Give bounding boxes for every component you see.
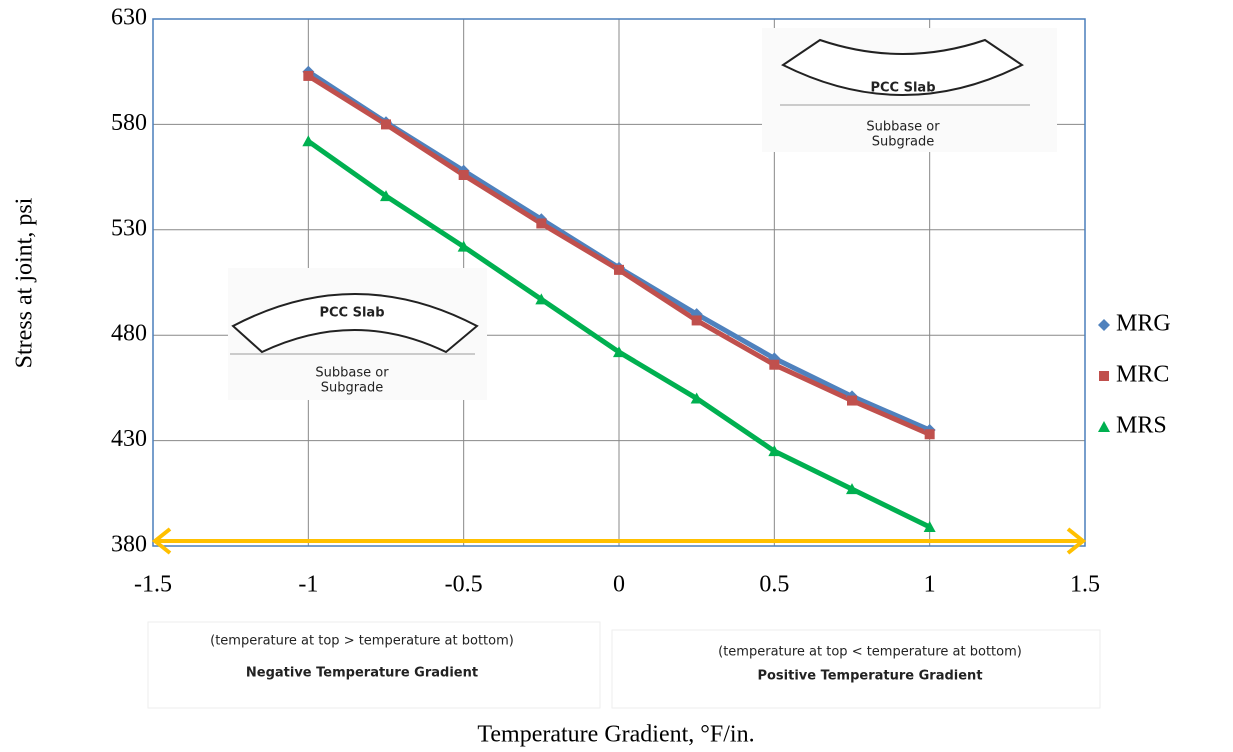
x-tick-label: 0.5 — [759, 572, 789, 598]
point — [769, 359, 780, 370]
point — [847, 395, 857, 406]
note-condition: (temperature at top < temperature at bot… — [718, 645, 1022, 660]
y-tick-label: 530 — [111, 215, 147, 241]
legend-label: MRS — [1116, 413, 1167, 439]
point — [923, 521, 936, 533]
point — [1099, 371, 1109, 381]
point — [614, 264, 624, 275]
note-box — [147, 621, 601, 709]
marks — [302, 65, 1110, 533]
point — [381, 119, 391, 130]
slab-shape — [231, 293, 479, 354]
y-axis-label: Stress at joint, psi — [12, 197, 38, 368]
legend-label: MRG — [1116, 311, 1171, 337]
point — [1098, 421, 1110, 432]
legend-label: MRC — [1116, 362, 1169, 388]
x-tick-label: -0.5 — [445, 572, 483, 598]
note-condition: (temperature at top > temperature at bot… — [210, 634, 514, 649]
x-tick-label: 1 — [924, 572, 936, 598]
axis-arrow — [151, 527, 1087, 555]
x-axis-label: Temperature Gradient, °F/in. — [477, 722, 754, 748]
x-tick-label: 1.5 — [1070, 572, 1100, 598]
point — [302, 135, 315, 147]
y-tick-label: 480 — [111, 321, 147, 347]
plot-frame — [152, 18, 1086, 547]
x-tick-label: -1.5 — [134, 572, 172, 598]
inset-base: Subgrade — [872, 135, 935, 150]
point — [457, 240, 470, 252]
y-tick-label: 630 — [111, 5, 147, 31]
note-label: Negative Temperature Gradient — [246, 666, 478, 681]
point — [458, 169, 469, 180]
inset-base: Subbase or — [866, 120, 940, 135]
x-tick-label: -1 — [298, 572, 318, 598]
y-tick-label: 380 — [111, 532, 147, 558]
slab-shape — [781, 38, 1024, 96]
point — [535, 293, 548, 305]
note-label: Positive Temperature Gradient — [757, 669, 982, 684]
point — [613, 346, 625, 358]
point — [768, 445, 781, 457]
point — [1098, 319, 1110, 331]
inset-base: Subbase or — [315, 366, 389, 381]
point — [303, 70, 314, 81]
point — [691, 315, 702, 326]
point — [380, 190, 392, 202]
x-tick-label: 0 — [613, 572, 625, 598]
point — [536, 218, 547, 229]
point — [690, 392, 703, 404]
note-box — [611, 629, 1101, 709]
point — [924, 429, 935, 440]
inset-base: Subgrade — [321, 381, 384, 396]
y-tick-label: 430 — [111, 426, 147, 452]
y-tick-label: 580 — [111, 110, 147, 136]
point — [846, 483, 858, 495]
inset-slab: PCC Slab — [319, 306, 384, 321]
inset-slab: PCC Slab — [870, 81, 935, 96]
